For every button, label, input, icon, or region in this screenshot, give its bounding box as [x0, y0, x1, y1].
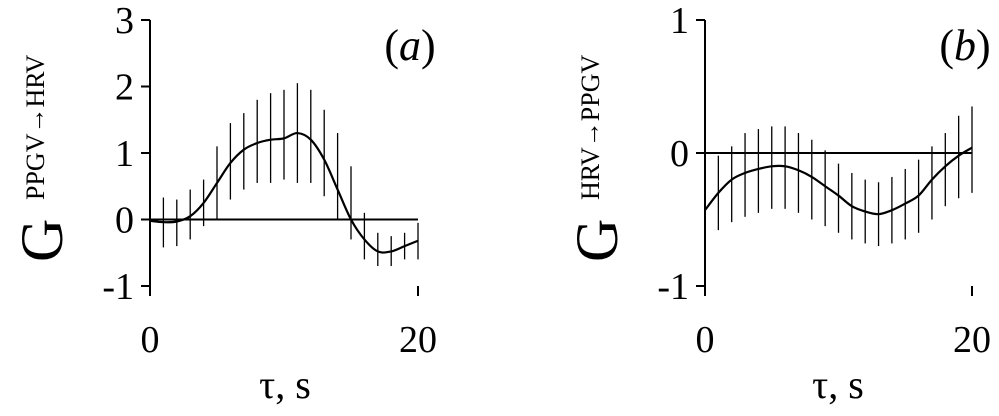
x-tick-label-b: 0 — [696, 319, 715, 361]
y-tick-label-a: -1 — [102, 266, 134, 308]
panel-label-b-open: ( — [939, 21, 954, 70]
y-tick-label-a: 1 — [115, 133, 134, 175]
ylabel-main-b: G — [564, 219, 630, 262]
y-tick-label-a: 0 — [115, 200, 134, 242]
y-tick-label-b: 1 — [670, 0, 689, 42]
ylabel-sub-b: HRV→PPGV — [576, 54, 605, 200]
series-line-b — [704, 146, 973, 216]
panel-label-b-close: ) — [976, 21, 991, 70]
y-tick-label-b: -1 — [657, 266, 689, 308]
ylabel-main-a: G — [9, 219, 75, 262]
panel-label-a-open: ( — [384, 21, 399, 70]
x-tick-label-a: 0 — [141, 319, 160, 361]
series-line-a — [149, 131, 419, 254]
panel-label-b-letter: b — [954, 21, 976, 70]
panel-label-b: (b) — [939, 21, 990, 70]
ylabel-sub-a: PPGV→HRV — [21, 54, 50, 200]
x-tick-label-a: 20 — [399, 319, 437, 361]
y-tick-label-a: 3 — [115, 0, 134, 42]
panel-label-a: (a) — [384, 21, 435, 70]
xlabel-b: τ, s — [812, 362, 864, 407]
panel-label-a-close: ) — [421, 21, 436, 70]
y-tick-label-b: 0 — [670, 133, 689, 175]
panel-label-a-letter: a — [399, 21, 421, 70]
xlabel-a: τ, s — [259, 362, 311, 407]
y-tick-label-a: 2 — [115, 67, 134, 109]
x-tick-label-b: 20 — [953, 319, 991, 361]
